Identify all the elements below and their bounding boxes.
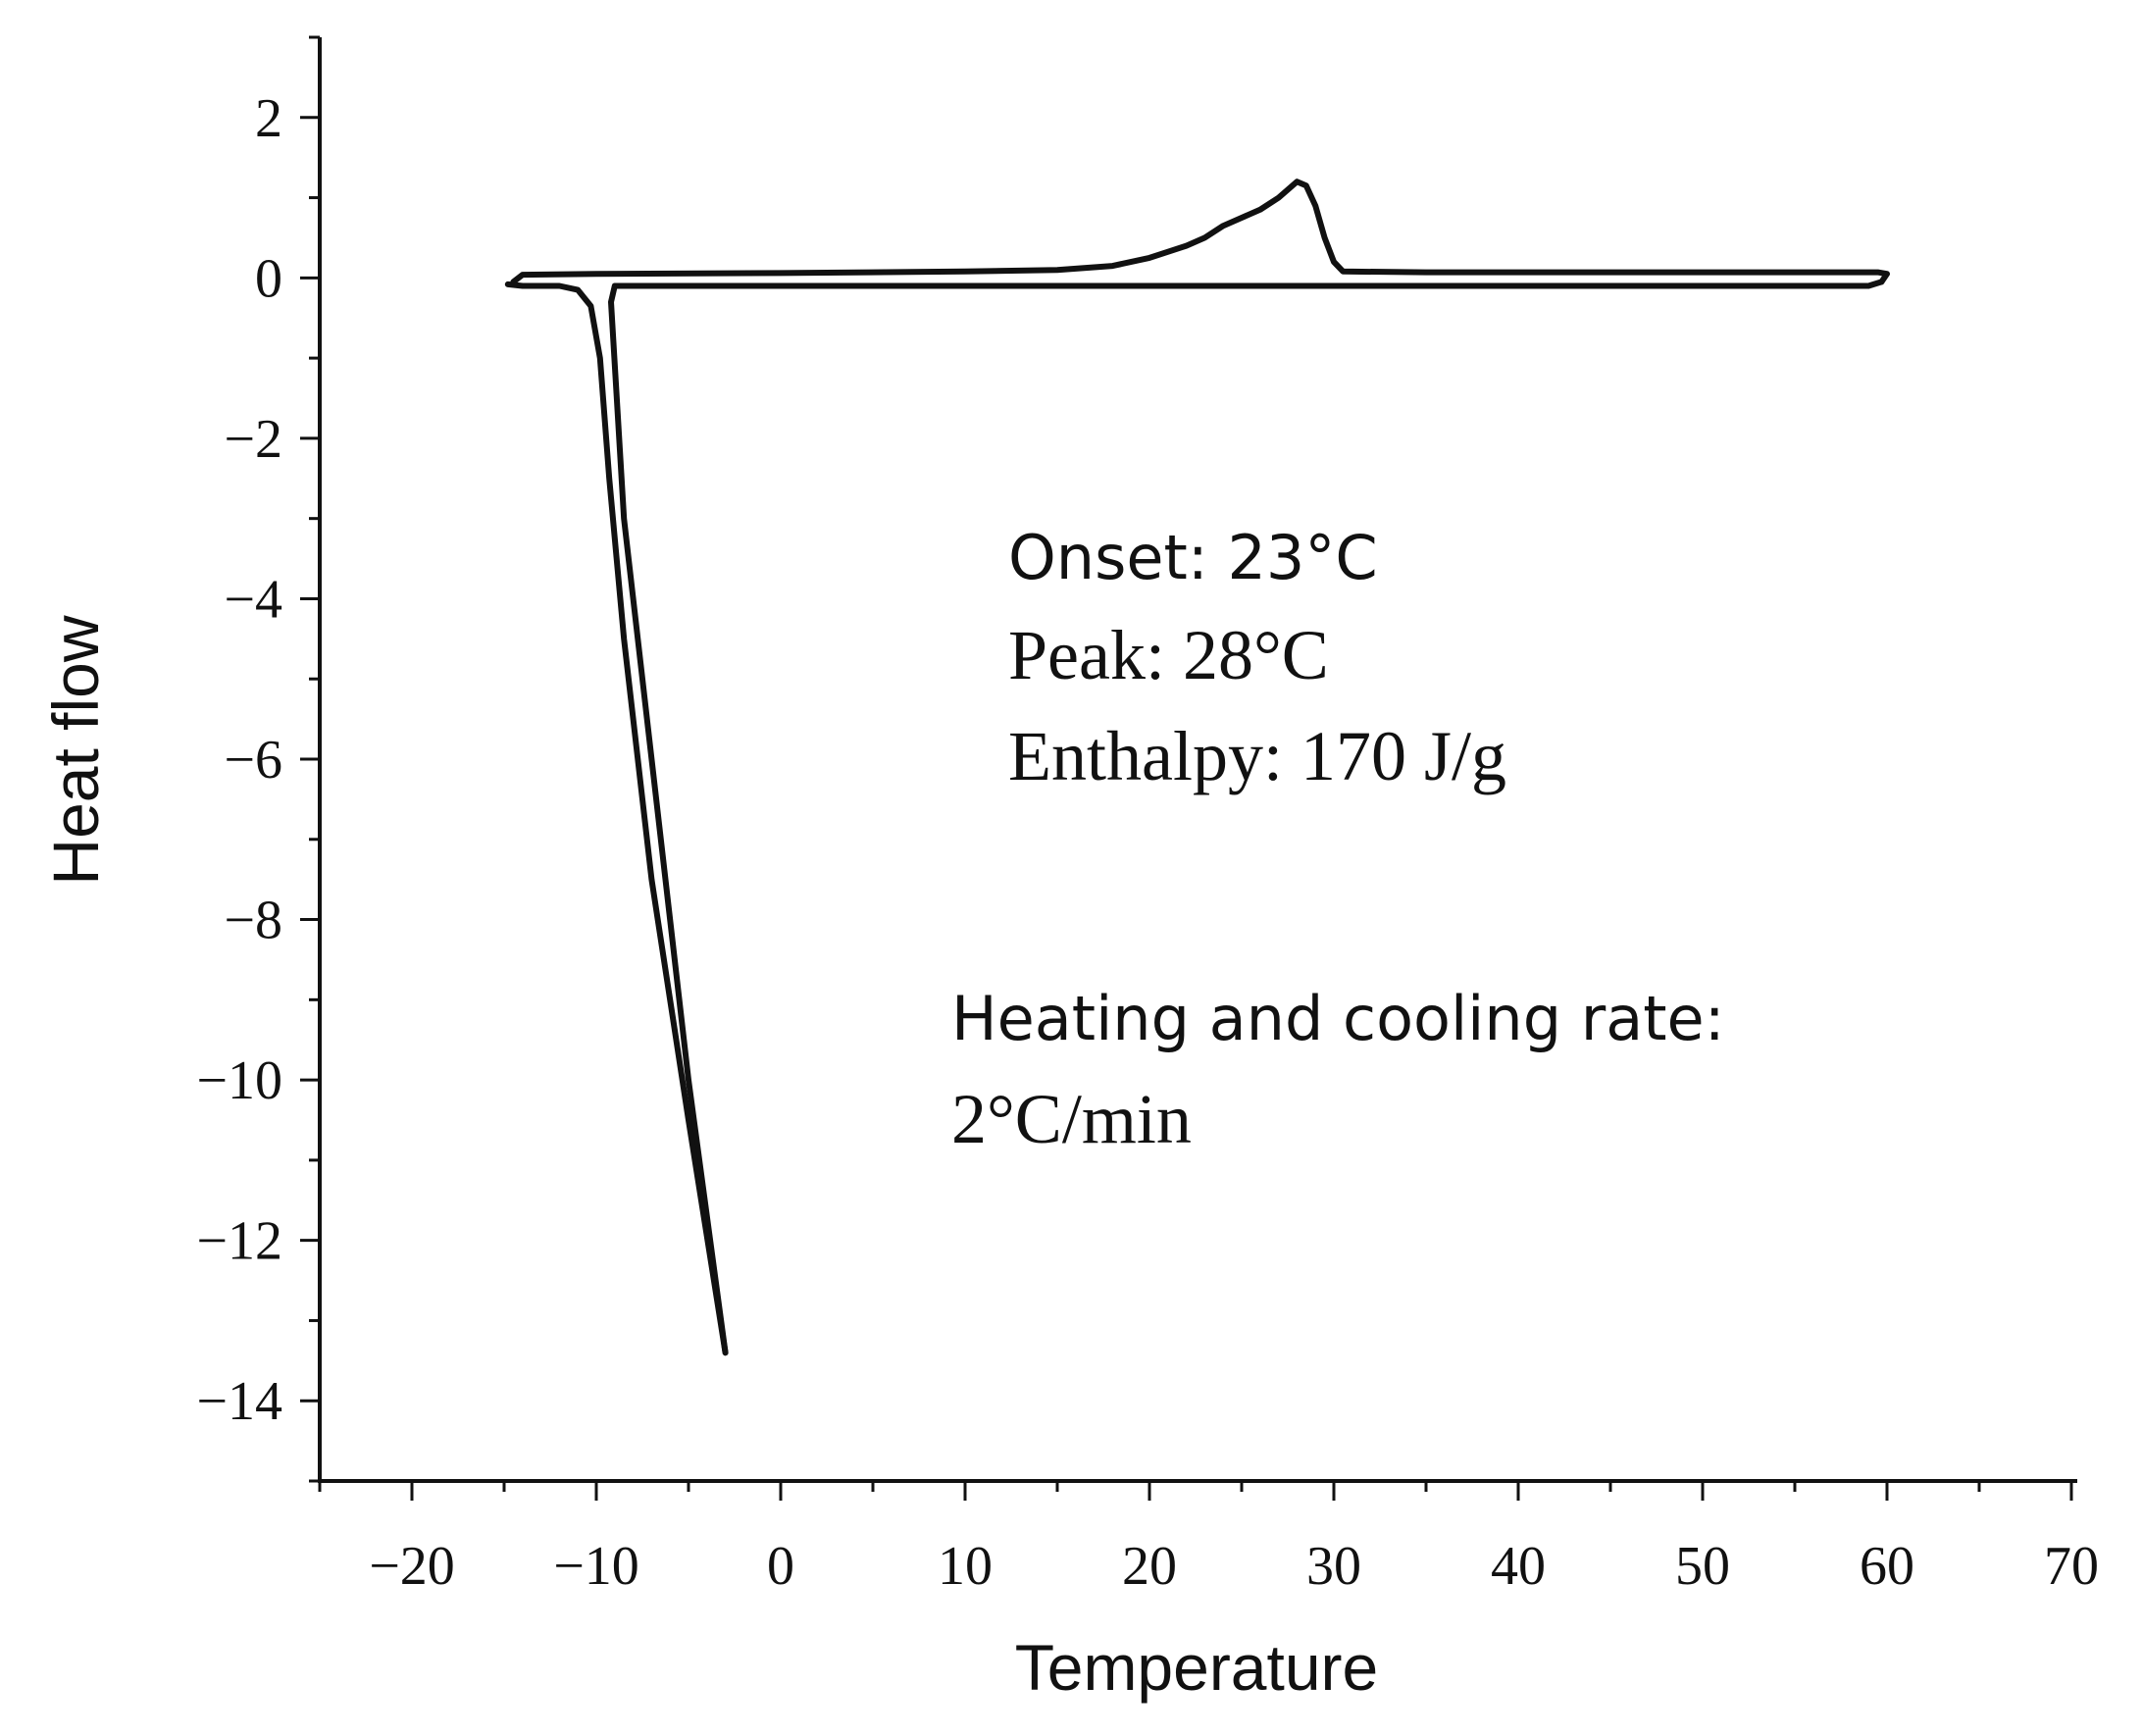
series-line-cooling-inner — [504, 281, 729, 1356]
y-tick-label: −4 — [224, 569, 282, 630]
x-tick-label: 30 — [1306, 1536, 1361, 1597]
annotation-rate-line2: 2°C/min — [951, 1080, 1192, 1158]
annotation-peak: Peak: 28°C — [1008, 616, 1329, 694]
x-tick-label: 10 — [938, 1536, 993, 1597]
annotation-rate-line1: Heating and cooling rate: — [951, 983, 1725, 1054]
x-tick-label: −20 — [369, 1536, 455, 1597]
x-tick-label: 0 — [767, 1536, 794, 1597]
y-ticks: 2 0 −2 −4 −6 −8 −10 −12 −14 — [196, 35, 320, 1483]
series-group — [504, 179, 1890, 1356]
y-tick-label: −12 — [196, 1211, 282, 1272]
series-line-heating — [510, 179, 1890, 285]
x-tick-label: 50 — [1675, 1536, 1730, 1597]
y-tick-label: −6 — [224, 730, 282, 791]
x-tick-label: 60 — [1860, 1536, 1914, 1597]
y-tick-label: 0 — [255, 248, 282, 309]
annotation-enthalpy: Enthalpy: 170 J/g — [1008, 717, 1506, 795]
annotation-onset: Onset: 23°C — [1008, 522, 1378, 593]
y-tick-label: −14 — [196, 1371, 282, 1432]
x-tick-label: 40 — [1491, 1536, 1546, 1597]
y-tick-label: 2 — [255, 88, 282, 149]
x-tick-label: −10 — [553, 1536, 639, 1597]
y-tick-label: −8 — [224, 891, 282, 951]
x-tick-label: 20 — [1122, 1536, 1177, 1597]
annotations: Onset: 23°C Peak: 28°C Enthalpy: 170 J/g… — [951, 522, 1725, 1158]
y-tick-label: −10 — [196, 1050, 282, 1111]
y-axis-title: Heat flow — [39, 615, 112, 885]
x-tick-label: 70 — [2044, 1536, 2099, 1597]
y-tick-label: −2 — [224, 409, 282, 470]
x-axis-title: Temperature — [1015, 1631, 1379, 1704]
x-ticks: −20 −10 0 10 20 30 40 50 60 70 — [318, 1481, 2099, 1597]
series-line-cooling — [608, 279, 1885, 1356]
